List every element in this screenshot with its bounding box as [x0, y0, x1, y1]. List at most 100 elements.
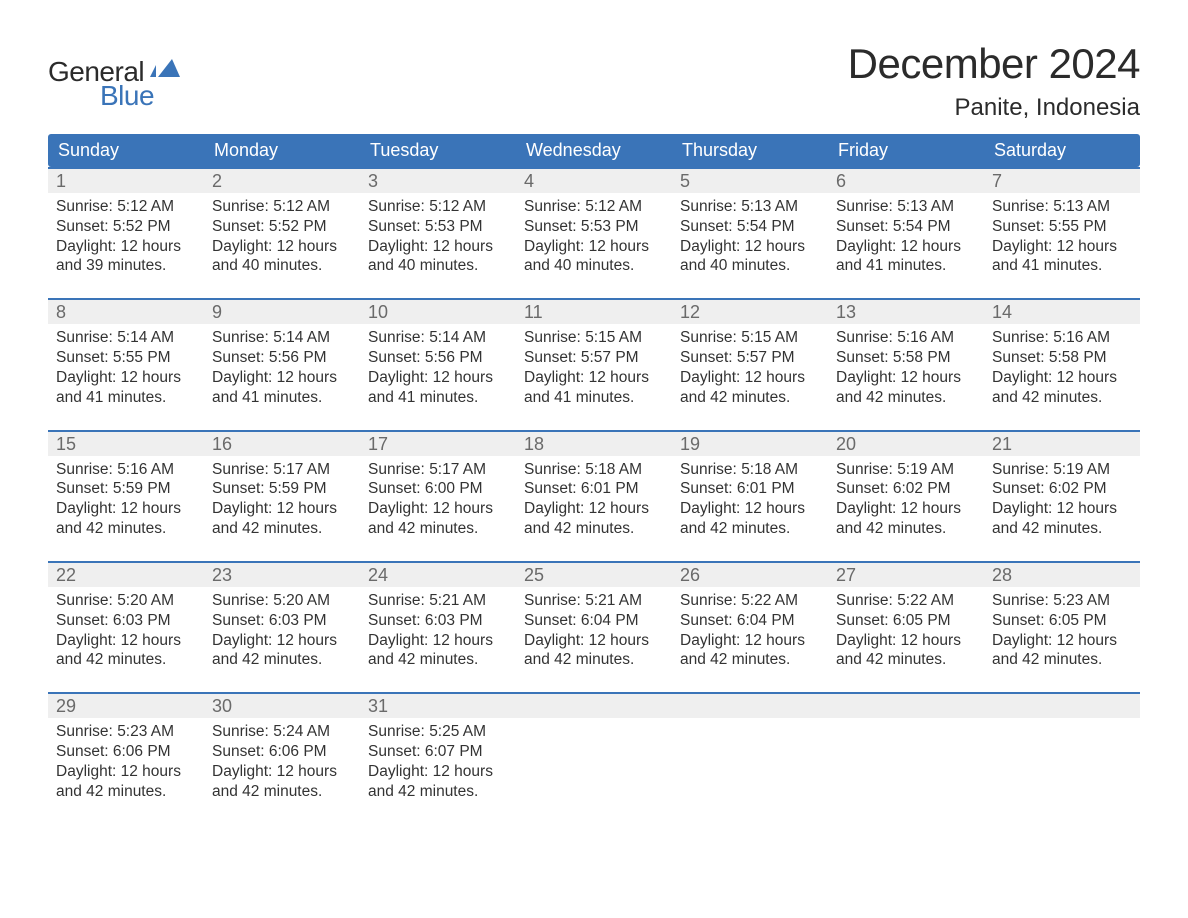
- sunrise-line: Sunrise: 5:21 AM: [524, 591, 664, 611]
- sunset-value: 5:53 PM: [581, 218, 639, 235]
- day-body: Sunrise: 5:17 AMSunset: 6:00 PMDaylight:…: [360, 456, 516, 547]
- weekday-header: Sunday: [48, 134, 204, 167]
- daylight-label: Daylight:: [368, 238, 428, 255]
- day-number: 2: [204, 169, 360, 193]
- sunrise-line: Sunrise: 5:25 AM: [368, 722, 508, 742]
- day-body: Sunrise: 5:19 AMSunset: 6:02 PMDaylight:…: [984, 456, 1140, 547]
- sunrise-value: 5:15 AM: [585, 329, 642, 346]
- sunrise-label: Sunrise:: [56, 461, 113, 478]
- day-body: Sunrise: 5:22 AMSunset: 6:05 PMDaylight:…: [828, 587, 984, 678]
- sunrise-line: Sunrise: 5:22 AM: [680, 591, 820, 611]
- sunrise-line: Sunrise: 5:24 AM: [212, 722, 352, 742]
- sunset-value: 6:06 PM: [269, 743, 327, 760]
- sunset-line: Sunset: 5:57 PM: [680, 348, 820, 368]
- sunset-label: Sunset:: [992, 218, 1045, 235]
- day-body: Sunrise: 5:14 AMSunset: 5:56 PMDaylight:…: [204, 324, 360, 415]
- sunrise-value: 5:23 AM: [1053, 592, 1110, 609]
- day-body: Sunrise: 5:18 AMSunset: 6:01 PMDaylight:…: [672, 456, 828, 547]
- day-cell: 10Sunrise: 5:14 AMSunset: 5:56 PMDayligh…: [360, 300, 516, 415]
- sunset-line: Sunset: 6:03 PM: [56, 611, 196, 631]
- sunrise-label: Sunrise:: [992, 592, 1049, 609]
- daylight-line: Daylight: 12 hours and 42 minutes.: [56, 499, 196, 539]
- sunrise-label: Sunrise:: [56, 198, 113, 215]
- sunset-value: 6:03 PM: [425, 612, 483, 629]
- sunrise-value: 5:16 AM: [1053, 329, 1110, 346]
- daylight-line: Daylight: 12 hours and 42 minutes.: [212, 499, 352, 539]
- sunrise-value: 5:14 AM: [273, 329, 330, 346]
- sunrise-label: Sunrise:: [368, 198, 425, 215]
- daylight-line: Daylight: 12 hours and 42 minutes.: [680, 499, 820, 539]
- daylight-label: Daylight:: [212, 369, 272, 386]
- day-body: Sunrise: 5:16 AMSunset: 5:59 PMDaylight:…: [48, 456, 204, 547]
- sunset-label: Sunset:: [680, 218, 733, 235]
- sunrise-label: Sunrise:: [212, 198, 269, 215]
- sunset-label: Sunset:: [368, 743, 421, 760]
- sunset-label: Sunset:: [212, 743, 265, 760]
- day-number: 24: [360, 563, 516, 587]
- sunrise-label: Sunrise:: [680, 198, 737, 215]
- sunset-value: 5:54 PM: [737, 218, 795, 235]
- daylight-line: Daylight: 12 hours and 42 minutes.: [680, 368, 820, 408]
- sunset-line: Sunset: 6:02 PM: [992, 479, 1132, 499]
- daylight-line: Daylight: 12 hours and 41 minutes.: [992, 237, 1132, 277]
- sunset-value: 5:57 PM: [581, 349, 639, 366]
- daylight-line: Daylight: 12 hours and 41 minutes.: [212, 368, 352, 408]
- day-body: Sunrise: 5:12 AMSunset: 5:52 PMDaylight:…: [48, 193, 204, 284]
- sunrise-value: 5:12 AM: [117, 198, 174, 215]
- brand-word-2: Blue: [100, 80, 154, 112]
- day-number: 28: [984, 563, 1140, 587]
- day-cell: 20Sunrise: 5:19 AMSunset: 6:02 PMDayligh…: [828, 432, 984, 547]
- sunset-label: Sunset:: [524, 349, 577, 366]
- day-cell: 13Sunrise: 5:16 AMSunset: 5:58 PMDayligh…: [828, 300, 984, 415]
- day-number: 8: [48, 300, 204, 324]
- sunset-value: 6:00 PM: [425, 480, 483, 497]
- daylight-label: Daylight:: [56, 632, 116, 649]
- day-body: Sunrise: 5:14 AMSunset: 5:55 PMDaylight:…: [48, 324, 204, 415]
- sunrise-label: Sunrise:: [524, 461, 581, 478]
- sunrise-value: 5:14 AM: [117, 329, 174, 346]
- daylight-line: Daylight: 12 hours and 42 minutes.: [836, 631, 976, 671]
- sunrise-label: Sunrise:: [212, 461, 269, 478]
- daylight-label: Daylight:: [680, 500, 740, 517]
- day-cell: 5Sunrise: 5:13 AMSunset: 5:54 PMDaylight…: [672, 169, 828, 284]
- day-number: 6: [828, 169, 984, 193]
- sunset-line: Sunset: 5:58 PM: [836, 348, 976, 368]
- day-number: 21: [984, 432, 1140, 456]
- day-number: 9: [204, 300, 360, 324]
- sunrise-line: Sunrise: 5:17 AM: [368, 460, 508, 480]
- day-cell: 26Sunrise: 5:22 AMSunset: 6:04 PMDayligh…: [672, 563, 828, 678]
- day-number: [984, 694, 1140, 718]
- day-body: Sunrise: 5:24 AMSunset: 6:06 PMDaylight:…: [204, 718, 360, 809]
- sunset-line: Sunset: 5:54 PM: [680, 217, 820, 237]
- daylight-label: Daylight:: [56, 369, 116, 386]
- sunrise-line: Sunrise: 5:13 AM: [680, 197, 820, 217]
- day-body: Sunrise: 5:13 AMSunset: 5:54 PMDaylight:…: [672, 193, 828, 284]
- day-number: 15: [48, 432, 204, 456]
- day-number: 3: [360, 169, 516, 193]
- sunset-label: Sunset:: [212, 480, 265, 497]
- daylight-line: Daylight: 12 hours and 42 minutes.: [992, 368, 1132, 408]
- sunset-label: Sunset:: [368, 218, 421, 235]
- sunset-line: Sunset: 5:52 PM: [56, 217, 196, 237]
- weekday-header: Saturday: [984, 134, 1140, 167]
- daylight-label: Daylight:: [368, 369, 428, 386]
- day-body: Sunrise: 5:19 AMSunset: 6:02 PMDaylight:…: [828, 456, 984, 547]
- day-number: 7: [984, 169, 1140, 193]
- sunset-label: Sunset:: [992, 612, 1045, 629]
- week-row: 29Sunrise: 5:23 AMSunset: 6:06 PMDayligh…: [48, 692, 1140, 809]
- day-number: 10: [360, 300, 516, 324]
- week-row: 8Sunrise: 5:14 AMSunset: 5:55 PMDaylight…: [48, 298, 1140, 415]
- daylight-label: Daylight:: [836, 369, 896, 386]
- sunset-line: Sunset: 5:52 PM: [212, 217, 352, 237]
- day-cell: 2Sunrise: 5:12 AMSunset: 5:52 PMDaylight…: [204, 169, 360, 284]
- sunset-value: 6:06 PM: [113, 743, 171, 760]
- day-cell: 16Sunrise: 5:17 AMSunset: 5:59 PMDayligh…: [204, 432, 360, 547]
- day-body: Sunrise: 5:16 AMSunset: 5:58 PMDaylight:…: [984, 324, 1140, 415]
- day-body: Sunrise: 5:25 AMSunset: 6:07 PMDaylight:…: [360, 718, 516, 809]
- day-body: Sunrise: 5:14 AMSunset: 5:56 PMDaylight:…: [360, 324, 516, 415]
- sunset-value: 6:05 PM: [893, 612, 951, 629]
- sunset-label: Sunset:: [212, 349, 265, 366]
- sunset-value: 6:05 PM: [1049, 612, 1107, 629]
- sunrise-line: Sunrise: 5:23 AM: [56, 722, 196, 742]
- day-cell: 3Sunrise: 5:12 AMSunset: 5:53 PMDaylight…: [360, 169, 516, 284]
